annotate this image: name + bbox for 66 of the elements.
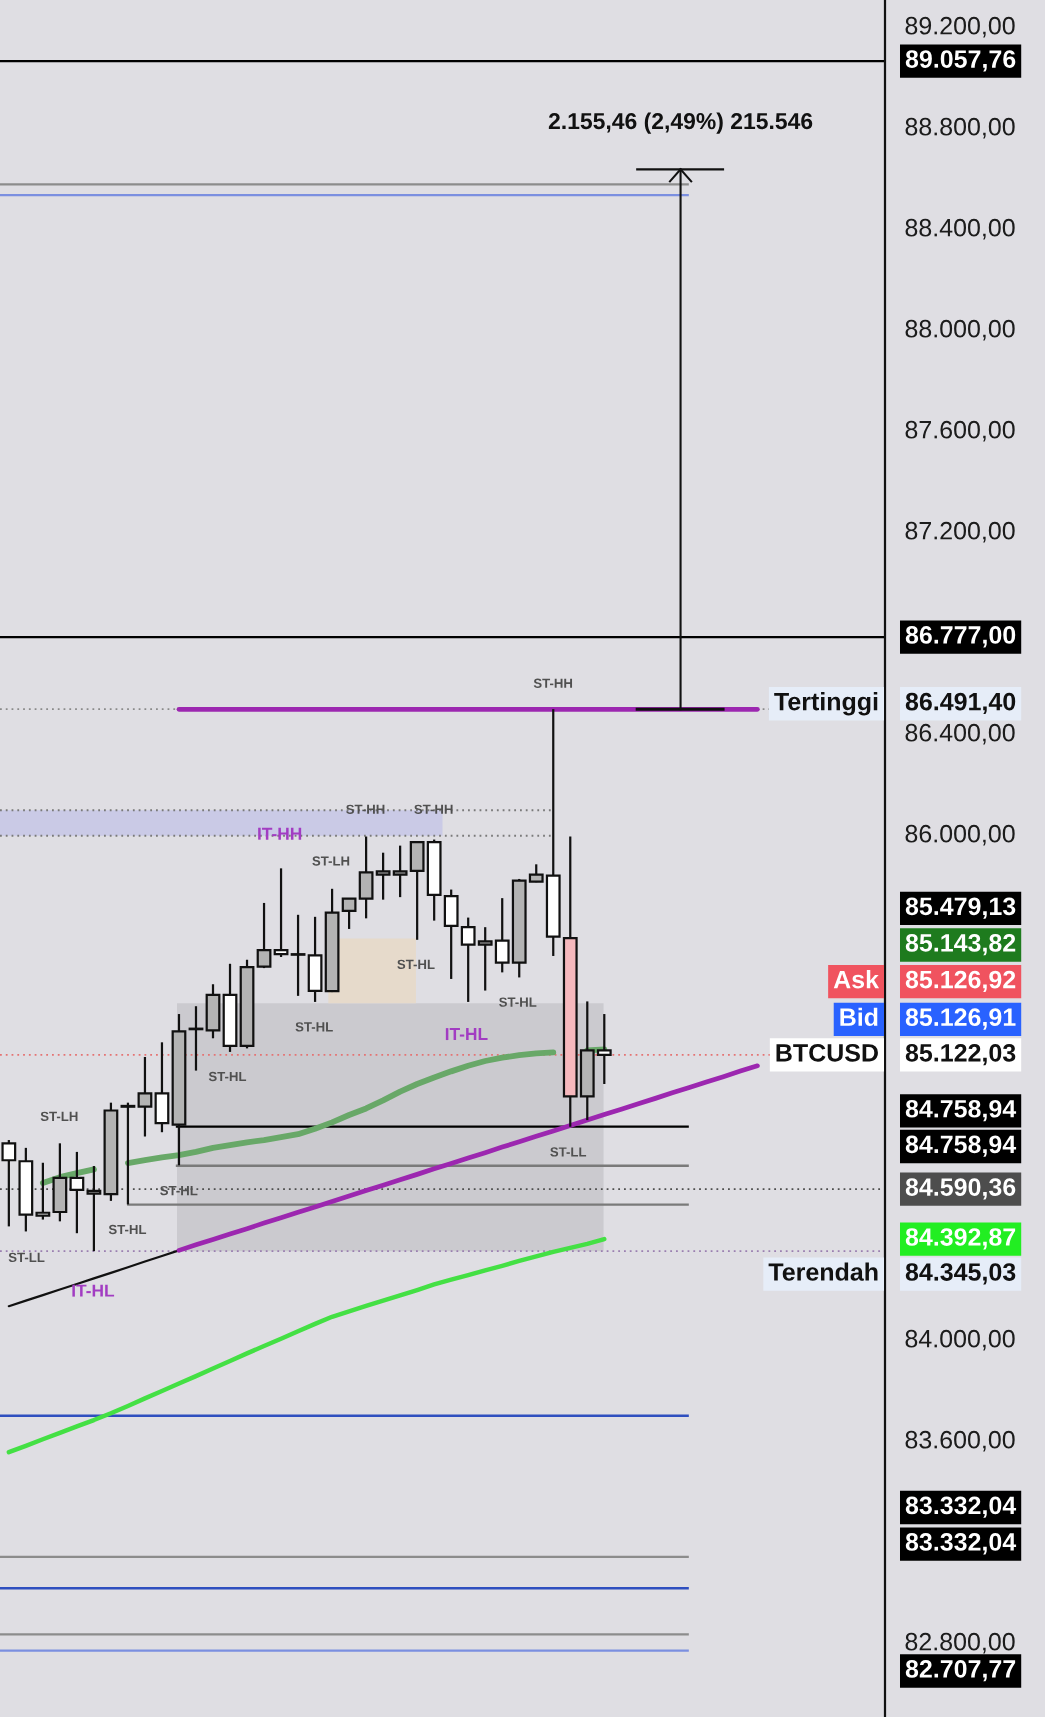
text: 84.392,87 (905, 1228, 1016, 1250)
text: 82.707,77 (905, 1660, 1016, 1682)
annotation: ST-HL (499, 997, 537, 1007)
annotation: ST-HL (397, 959, 435, 970)
y-tick-label: 86.400,00 (905, 723, 1015, 745)
annotation: ST-HL (295, 1022, 333, 1032)
ref-line-label: 86.491,40 (905, 692, 1016, 715)
y-tick-label: 88.000,00 (905, 319, 1015, 341)
annotation: BTCUSD (776, 1043, 878, 1062)
text: 84.758,94 (905, 1099, 1017, 1122)
text: 84.758,94 (905, 1135, 1017, 1157)
annotation: ST-HH (414, 804, 453, 814)
candlestick (86, 1164, 102, 1253)
annotation: ST-LH (40, 1111, 78, 1122)
candlestick (1, 1138, 17, 1228)
y-tick-label: 87.200,00 (905, 521, 1015, 543)
annotation: ST-HL (208, 1071, 247, 1082)
ref-line-label: 86.777,00 (905, 626, 1016, 648)
candlestick (460, 916, 476, 1004)
annotation: ST-LL (8, 1252, 45, 1263)
annotation: IT-HL (445, 1028, 488, 1041)
annotation: 2.155,46 (2,49%) 215.546 (548, 112, 813, 134)
y-tick-label: 86.000,00 (905, 824, 1015, 846)
text: 85.126,92 (905, 970, 1016, 993)
candlestick (596, 1012, 612, 1086)
text: 83.332,04 (905, 1533, 1017, 1555)
annotation: IT-HL (72, 1284, 115, 1297)
ref-line-label: 85.122,03 (905, 1043, 1016, 1066)
text: 83.332,04 (905, 1496, 1017, 1518)
annotation: ST-HL (108, 1224, 147, 1235)
candlestick (120, 1101, 136, 1206)
annotation: Bid (840, 1007, 878, 1027)
candlestick (494, 897, 510, 974)
y-tick-label: 83.600,00 (905, 1430, 1015, 1452)
y-tick-label: 84.000,00 (905, 1329, 1015, 1351)
candlestick (256, 901, 272, 970)
annotation: IT-HH (258, 827, 302, 840)
annotation: Tertinggi (774, 692, 878, 716)
text: 85.479,13 (905, 897, 1016, 919)
y-tick-label: 82.800,00 (905, 1632, 1015, 1654)
candlestick (341, 897, 357, 931)
candlestick (477, 926, 493, 992)
ref-line-label: 84.345,03 (905, 1263, 1016, 1285)
annotation: Terendah (768, 1262, 878, 1281)
ref-line-label: 89.057,76 (905, 50, 1016, 72)
y-tick-label: 88.400,00 (905, 218, 1015, 240)
candlestick (69, 1150, 85, 1235)
annotation: ST-HH (533, 678, 573, 688)
candlestick (375, 851, 391, 901)
candlestick (392, 844, 408, 899)
y-tick-label: 89.200,00 (905, 16, 1015, 38)
annotation: ST-HL (160, 1185, 198, 1196)
candlestick (290, 913, 306, 997)
annotation: ST-HH (346, 804, 385, 814)
y-tick-label: 88.800,00 (905, 117, 1015, 139)
ref-line-label: 84.590,36 (905, 1178, 1016, 1200)
annotation: Ask (833, 970, 880, 989)
annotation: ST-LL (550, 1147, 587, 1157)
annotation: ST-LH (312, 856, 350, 866)
y-tick-label: 87.600,00 (905, 420, 1015, 442)
candlestick (273, 867, 289, 959)
candlestick (35, 1161, 51, 1221)
line-series (6, 1236, 607, 1455)
candlestick (137, 1055, 153, 1138)
text: 85.143,82 (905, 934, 1016, 956)
text: 85.126,91 (905, 1008, 1016, 1030)
